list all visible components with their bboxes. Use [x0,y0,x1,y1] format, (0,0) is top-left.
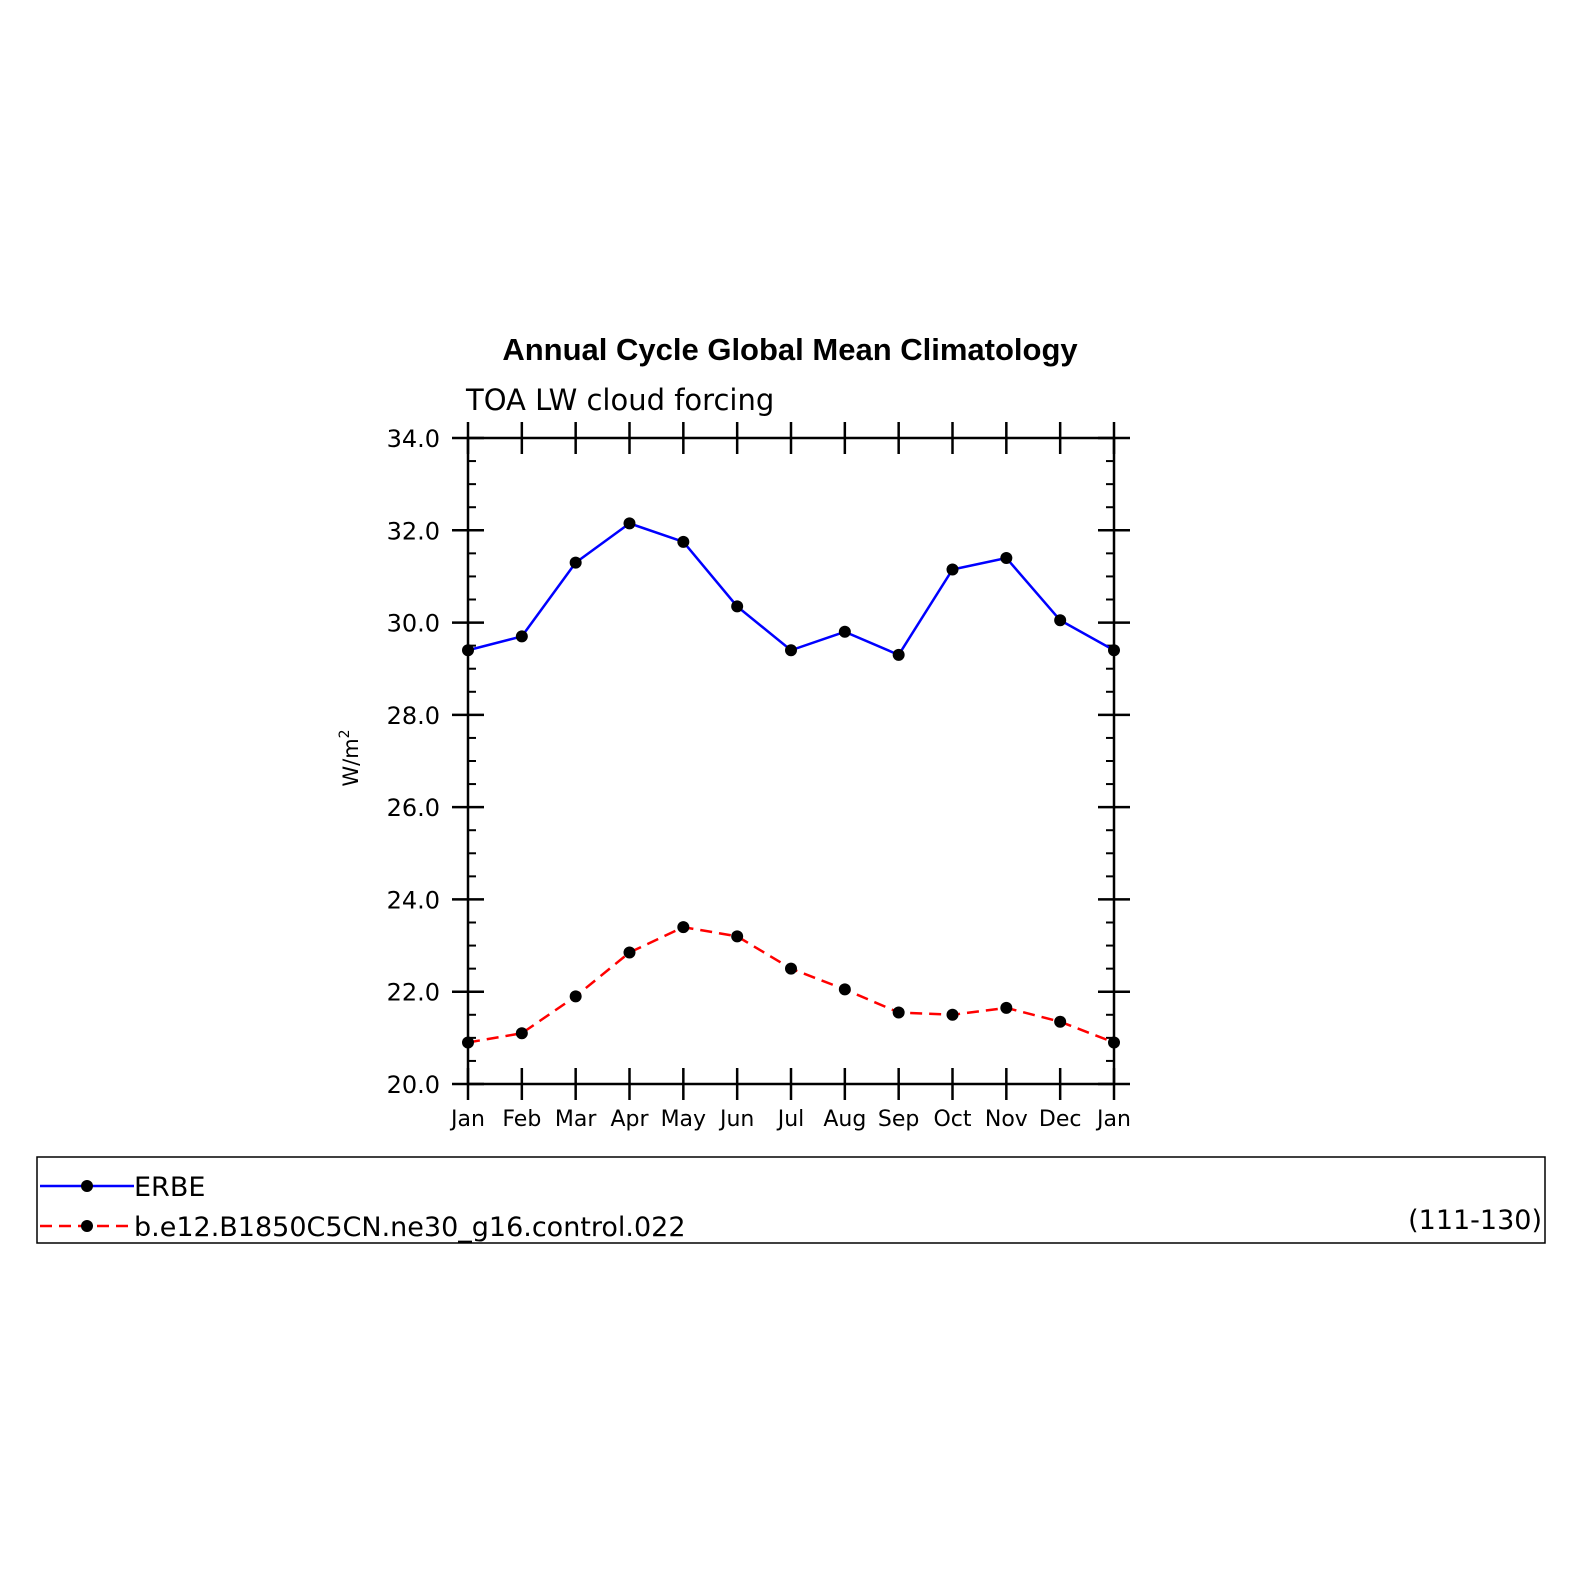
series-1-point [677,535,690,548]
legend: ERBE b.e12.B1850C5CN.ne30_g16.control.022 [40,1172,686,1243]
series-1-point [785,644,797,657]
x-tick-label: Dec [1039,1107,1082,1132]
series-2-point [731,930,744,943]
series-2-point [569,990,582,1003]
series-2-point [515,1027,528,1040]
x-tick-label: Apr [610,1107,649,1132]
legend-box [36,1156,1546,1244]
x-tick-label: Jun [718,1107,754,1132]
y-tick-label: 26.0 [387,794,440,822]
series-2-point [785,962,797,975]
y-tick-label: 22.0 [387,979,440,1007]
legend-marker-2 [81,1220,93,1232]
series-1-point [1000,551,1013,564]
series-1-point [838,625,851,638]
x-tick-label: Jul [776,1107,805,1132]
legend-note: (111-130) [1408,1205,1542,1236]
series-1-point [569,556,582,569]
x-tick-label: Oct [933,1107,971,1132]
y-tick-label: 34.0 [387,425,440,453]
x-tick-label: May [661,1107,706,1132]
y-tick-label: 28.0 [387,702,440,730]
series-2-point [838,983,851,996]
series-1-point [623,517,636,530]
y-axis-label-exponent: 2 [337,729,353,738]
series-1-point [946,563,959,576]
series-2-point [677,921,690,934]
legend-label-2: b.e12.B1850C5CN.ne30_g16.control.022 [134,1212,686,1243]
y-tick-label: 24.0 [387,886,440,914]
chart-subtitle: TOA LW cloud forcing [465,383,774,417]
series-2-point [1000,1001,1013,1014]
legend-label-1: ERBE [134,1172,205,1203]
x-tick-label: Nov [985,1107,1028,1132]
x-tick-label: Aug [823,1107,866,1132]
y-tick-label: 32.0 [387,517,440,545]
data-series [462,517,1120,1049]
x-tick-label: Jan [1095,1107,1131,1132]
y-tick-label: 30.0 [387,610,440,638]
series-2-point [623,946,636,959]
series-2-point [892,1006,905,1019]
chart-title: Annual Cycle Global Mean Climatology [502,332,1078,367]
series-1-point [1054,614,1067,627]
legend-marker-1 [81,1180,93,1192]
y-tick-labels: 20.0 22.0 24.0 26.0 28.0 30.0 32.0 34.0 [387,425,440,1099]
x-tick-label: Mar [555,1107,597,1132]
y-axis-label-unit: W/m [339,738,363,786]
series-2-point [1054,1015,1067,1028]
y-axis-label: W/m2 [337,729,363,786]
x-tick-labels: Jan Feb Mar Apr May Jun Jul Aug Sep Oct Nov Dec Jan [449,1107,1131,1132]
series-1-point [731,600,744,613]
x-tick-label: Sep [878,1107,919,1132]
y-tick-label: 20.0 [387,1071,440,1099]
series-1-point [892,648,905,661]
series-2-point [946,1008,959,1021]
x-tick-label: Jan [449,1107,485,1132]
x-tick-label: Feb [502,1107,541,1132]
series-1-point [515,630,528,643]
plot-frame [466,436,1116,1086]
